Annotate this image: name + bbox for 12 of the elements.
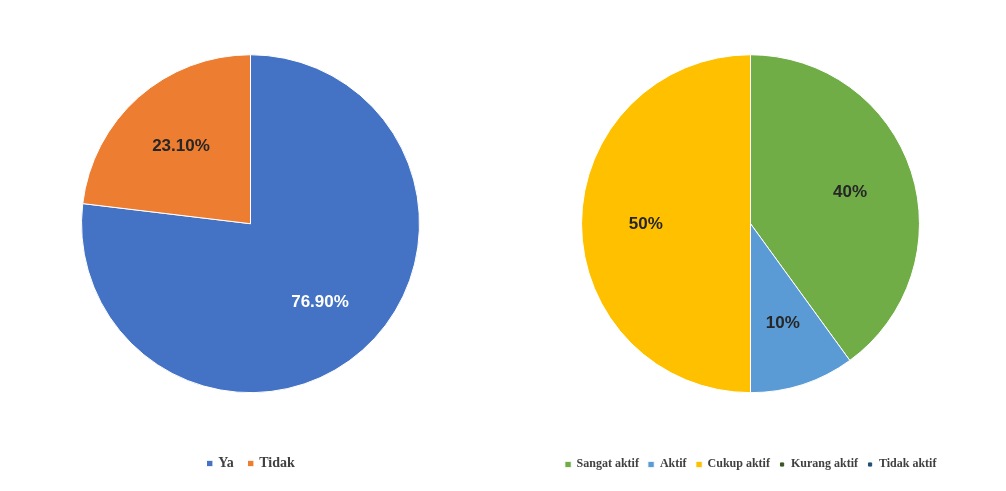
legend-label: Sangat aktif [576, 456, 639, 471]
legend-label: Tidak [259, 455, 295, 471]
legend-label: Ya [218, 455, 235, 471]
data-label: 76.90% [291, 292, 349, 312]
data-label: 40% [833, 182, 868, 202]
legend-label: Tidak aktif [878, 456, 937, 471]
legend-label: Kurang aktif [790, 456, 858, 471]
data-label: 23.10% [152, 136, 210, 156]
data-label: 10% [765, 313, 800, 333]
legend-label: Aktif [659, 456, 687, 471]
data-label: 50% [628, 214, 663, 234]
legend-label: Cukup aktif [707, 456, 770, 471]
